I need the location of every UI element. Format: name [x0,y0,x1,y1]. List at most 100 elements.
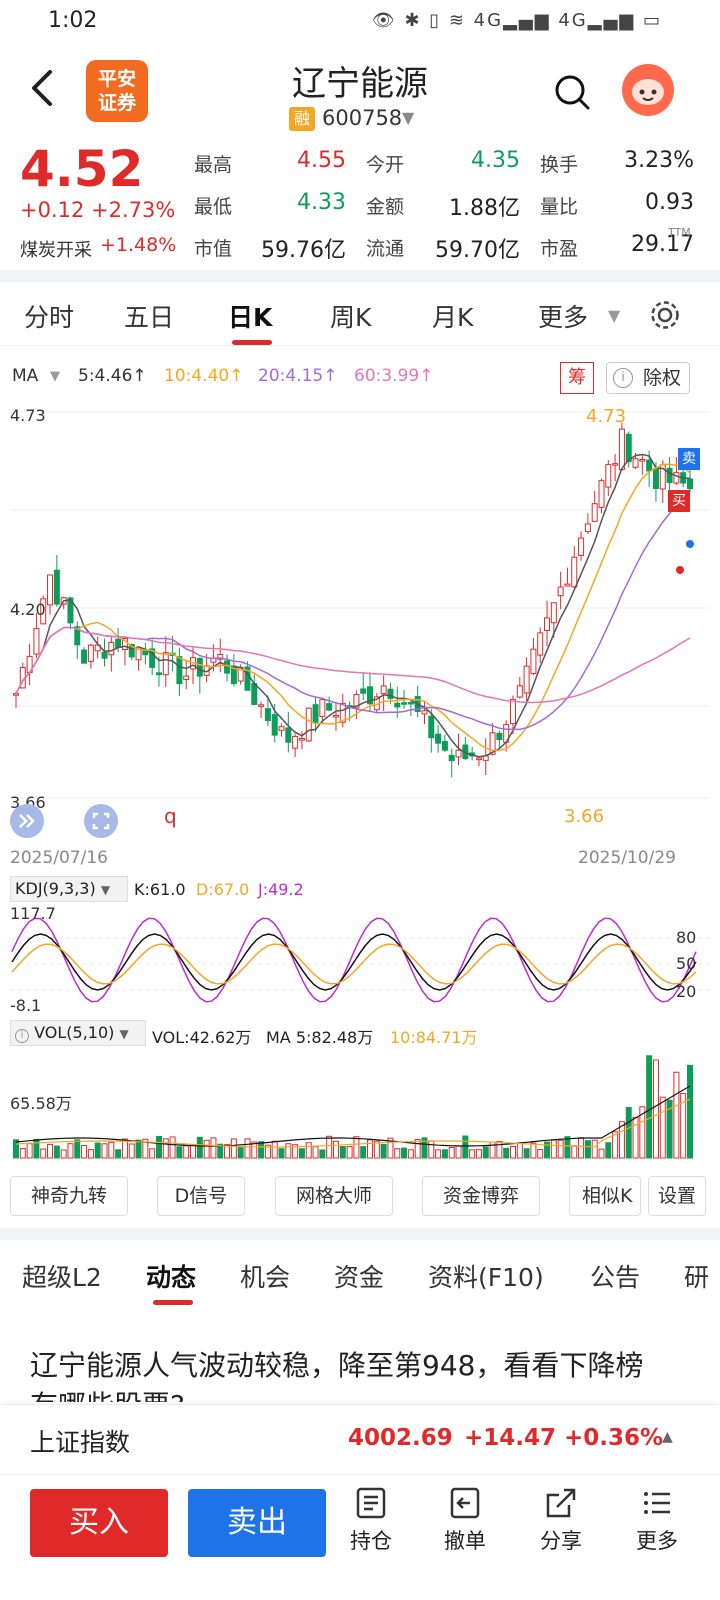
volume-bar [108,1141,115,1159]
volume-bar [251,1141,258,1159]
tab-more[interactable]: 更多 [538,303,589,332]
tab-daily-k[interactable]: 日K [228,303,273,332]
kdj-j: J:49.2 [258,880,304,899]
kline-chart[interactable] [0,398,720,878]
volume-bar [659,1096,666,1159]
tab-opportunity[interactable]: 机会 [240,1263,291,1292]
candle-body [305,707,312,742]
tab-research[interactable]: 研 [684,1263,710,1292]
price-change: +0.12 +2.73% [20,198,175,222]
quote-label: 量比 [540,196,579,218]
candle-body [687,478,693,490]
chevron-down-icon[interactable]: ▼ [50,369,60,384]
nav-cancel-order[interactable]: 撤单 [430,1485,500,1555]
chart-settings-button[interactable] [648,298,682,336]
sell-button[interactable]: 卖出 [188,1489,326,1557]
chevron-up-icon[interactable]: ▲ [662,1429,673,1445]
candle-body [401,702,408,705]
kdj-d-line [11,943,697,985]
volume-bar [516,1142,523,1159]
assistant-avatar[interactable] [622,64,674,116]
tab-super-l2[interactable]: 超级L2 [22,1263,102,1292]
chevron-down-icon[interactable]: ▼ [402,108,415,127]
search-icon [555,75,590,110]
tab-weekly-k[interactable]: 周K [330,303,372,332]
index-ticker-bar[interactable]: 上证指数 4002.69 +14.47 +0.36% ▲ [0,1404,720,1474]
tool-settings[interactable]: 设置 [648,1176,706,1216]
candle-body [230,665,237,685]
volume-bar [196,1136,203,1159]
kdj-chart[interactable] [0,904,720,1016]
tool-d-signal[interactable]: D信号 [157,1176,245,1216]
volume-bar [26,1143,33,1159]
event-marker[interactable]: q [164,804,177,828]
tab-funds[interactable]: 资金 [334,1263,385,1292]
candle-body [101,651,108,659]
sector-change: +1.48% [100,234,177,256]
nav-holdings[interactable]: 持仓 [336,1485,406,1555]
separator [0,1228,720,1240]
ma60-line [15,626,691,704]
holdings-icon [356,1487,386,1519]
tool-grid-master[interactable]: 网格大师 [275,1176,393,1216]
volume-bar [298,1148,305,1159]
back-button[interactable] [26,66,66,114]
buy-button[interactable]: 买入 [30,1489,168,1557]
tool-similar-k[interactable]: 相似K [569,1176,641,1216]
nav-more-label: 更多 [636,1529,678,1553]
expand-chart-button[interactable] [10,804,44,838]
candle-body [298,737,305,741]
quote-value: 59.70亿 [435,238,520,263]
stock-code[interactable]: 600758 [322,106,403,130]
adjust-rights-button[interactable]: i 除权 [606,362,690,394]
volume-bar [618,1121,625,1159]
tab-intraday[interactable]: 分时 [24,303,75,332]
volume-bar [448,1146,455,1159]
tab-five-day[interactable]: 五日 [124,303,175,332]
tab-news[interactable]: 动态 [146,1263,197,1292]
volume-bar [326,1135,333,1159]
tool-capital-game[interactable]: 资金博弈 [422,1176,540,1216]
volume-bar [394,1148,401,1159]
ma10-line [15,463,691,752]
kdj-d: D:67.0 [196,880,250,899]
chevron-down-icon[interactable]: ▼ [608,306,621,325]
volume-bar [271,1140,278,1159]
volume-bar [128,1143,135,1159]
fullscreen-button[interactable] [84,804,118,838]
candle-body [278,726,285,731]
kdj-level-20: 20 [676,982,697,1001]
volume-bar [584,1140,591,1159]
nav-share[interactable]: 分享 [526,1485,596,1555]
candle-body [407,701,414,705]
quote-label: 市值 [194,238,233,260]
buy-signal-tag[interactable]: 买 [668,490,690,512]
volume-bar [673,1071,680,1159]
ma-selector[interactable]: MA [12,366,39,386]
tab-monthly-k[interactable]: 月K [432,303,474,332]
candle-body [360,688,367,694]
candle-body [632,458,639,468]
volume-bar [244,1138,251,1159]
volume-bar [332,1140,339,1159]
chip-distribution-button[interactable]: 筹 [560,362,594,394]
kdj-selector[interactable]: KDJ(9,3,3) ▼ [10,876,128,902]
tab-announcements[interactable]: 公告 [590,1263,641,1292]
sector-name[interactable]: 煤炭开采 [20,240,92,261]
volume-bar [530,1142,537,1159]
volume-bar [598,1148,605,1159]
news-headline[interactable]: 辽宁能源人气波动较稳，降至第948，看看下降榜有哪些股票? [30,1349,644,1402]
candle-body [523,665,530,694]
sell-signal-tag[interactable]: 卖 [678,448,700,470]
vol-name: VOL(5,10) [34,1023,115,1042]
change-value: +0.12 [20,198,85,222]
volume-chart[interactable] [0,1048,720,1162]
kdj-k: K:61.0 [134,880,186,899]
ma5-value: 5:4.46↑ [78,366,147,386]
vol-selector[interactable]: i VOL(5,10) ▼ [10,1020,146,1046]
tab-f10[interactable]: 资料(F10) [428,1263,544,1292]
tool-nine-turn[interactable]: 神奇九转 [10,1176,128,1216]
broker-logo[interactable]: 平安 证券 [86,60,148,122]
search-button[interactable] [552,72,592,112]
nav-more[interactable]: 更多 [622,1485,692,1555]
